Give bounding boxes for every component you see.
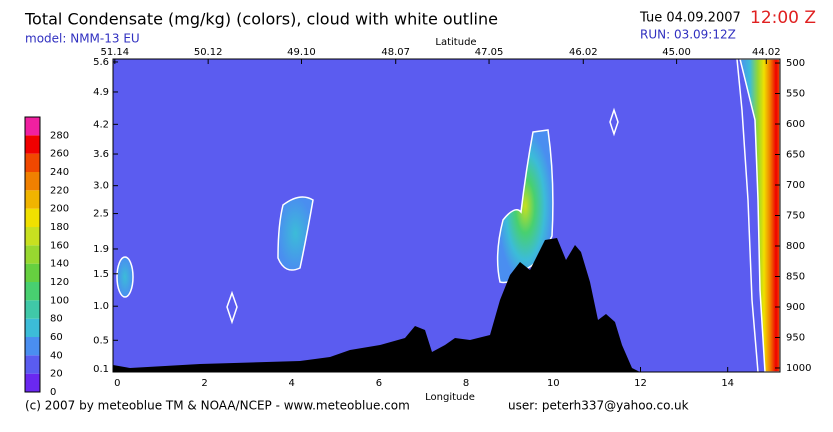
colorbar-swatch [25,300,40,319]
colorbar-label: 0 [50,387,56,398]
x-tick-label: 14 [721,378,734,389]
x-tick-label: 6 [376,378,382,389]
cloud-outline [736,59,759,372]
x-tick-label: 8 [463,378,469,389]
y2-tick-label: 500 [786,58,805,69]
x2-tick-label: 51.14 [101,47,130,58]
colorbar-swatch [25,153,40,172]
x2-tick-label: 49.10 [287,47,316,58]
x-tick-label: 2 [201,378,207,389]
time: 12:00 Z [750,8,816,28]
colorbar-label: 120 [50,277,69,288]
y-tick-label: 3.0 [93,181,109,192]
x2-tick-label: 48.07 [381,47,410,58]
colorbar-label: 180 [50,222,69,233]
colorbar-swatch [25,227,40,246]
y2-tick-label: 700 [786,180,805,191]
y2-tick-label: 750 [786,211,805,222]
colorbar-swatch [25,135,40,154]
colorbar-label: 200 [50,204,69,215]
colorbar-swatch [25,318,40,337]
x-axis-label: Longitude [425,392,475,403]
colorbar-label: 220 [50,185,69,196]
subtitle: model: NMM-13 EU [25,32,140,46]
colorbar-swatch [25,190,40,209]
storm-cloud [739,59,780,372]
y-tick-label: 0.5 [93,335,109,346]
colorbar-label: 40 [50,350,63,361]
x-tick-label: 0 [114,378,120,389]
colorbar-swatch [25,337,40,356]
date: Tue 04.09.2007 [639,11,741,26]
cloud [496,129,554,284]
y-tick-label: 5.6 [93,57,109,68]
y-tick-label: 4.9 [93,87,109,98]
plot-area [113,59,780,372]
colorbar-swatch [25,355,40,374]
colorbar-label: 80 [50,314,63,325]
y2-tick-label: 650 [786,150,805,161]
colorbar-label: 60 [50,332,63,343]
colorbar-frame [24,116,41,393]
colorbar-label: 260 [50,149,69,160]
y-tick-label: 1.9 [93,244,109,255]
y2-tick-label: 1000 [786,363,811,374]
y-tick-label: 3.6 [93,149,109,160]
x2-tick-label: 50.12 [194,47,223,58]
x2-tick-label: 44.02 [752,47,781,58]
y2-tick-label: 550 [786,89,805,100]
y2-tick-label: 950 [786,332,805,343]
colorbar-swatch [25,373,40,392]
colorbar-label: 140 [50,259,69,270]
colorbar-label: 160 [50,240,69,251]
x2-tick-label: 45.00 [662,47,691,58]
colorbar-label: 240 [50,167,69,178]
y-tick-label: 2.5 [93,209,109,220]
colorbar-swatch [25,172,40,191]
cloud-outline [226,290,238,325]
cloud [116,256,134,298]
colorbar-swatch [25,245,40,264]
run: RUN: 03.09:12Z [640,28,736,42]
plot-background [113,59,780,372]
x2-axis-label: Latitude [435,37,476,48]
colorbar-label: 20 [50,369,63,380]
footer: (c) 2007 by meteoblue TM & NOAA/NCEP - w… [25,399,410,413]
colorbar-label: 100 [50,295,69,306]
cloud-outline [609,107,619,137]
terrain [113,238,640,372]
colorbar-swatch [25,282,40,301]
y-tick-label: 0.1 [93,364,109,375]
y-tick-label: 1.0 [93,301,109,312]
x2-tick-label: 47.05 [475,47,504,58]
colorbar-swatch [25,263,40,282]
y2-tick-label: 800 [786,241,805,252]
colorbar-label: 280 [50,130,69,141]
colorbar-swatch [25,117,40,136]
title: Total Condensate (mg/kg) (colors), cloud… [24,10,498,29]
y-tick-label: 4.2 [93,119,109,130]
y2-tick-label: 600 [786,119,805,130]
colorbar-swatch [25,208,40,227]
x2-tick-label: 46.02 [569,47,598,58]
y2-tick-label: 900 [786,302,805,313]
x-tick-label: 4 [289,378,295,389]
cloud [277,196,314,271]
y-tick-label: 1.5 [93,269,109,280]
x-tick-label: 12 [634,378,647,389]
x-tick-label: 10 [547,378,560,389]
y2-tick-label: 850 [786,271,805,282]
user: user: peterh337@yahoo.co.uk [508,399,689,413]
